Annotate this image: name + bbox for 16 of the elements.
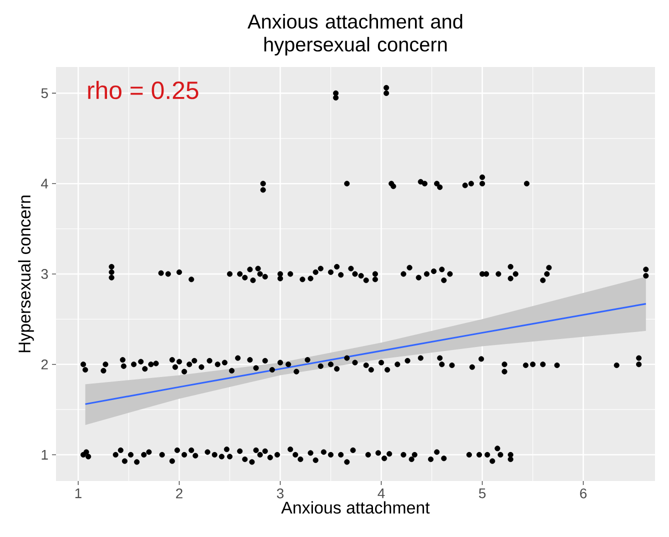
x-tick-label: 6 [580,488,587,498]
x-axis-title: Anxious attachment [281,501,430,514]
x-tick-label: 2 [176,488,182,498]
x-tick-label: 5 [478,488,486,498]
y-tick-label: 2 [41,359,48,370]
x-tick-label: 1 [75,488,82,498]
x-tick-label: 3 [276,488,284,498]
y-tick-label: 4 [41,178,48,188]
annotation: rho = 0.25 [88,80,198,100]
x-tick-label: 4 [378,488,385,498]
chart-title: Anxious attachment and hypersexual concern [248,14,462,56]
line-series [84,303,647,405]
y-tick-label: 5 [41,88,48,98]
y-tick-label: 1 [42,450,48,460]
y-axis-title: Hypersexual concern [18,196,34,352]
y-tick-label: 3 [41,269,48,279]
